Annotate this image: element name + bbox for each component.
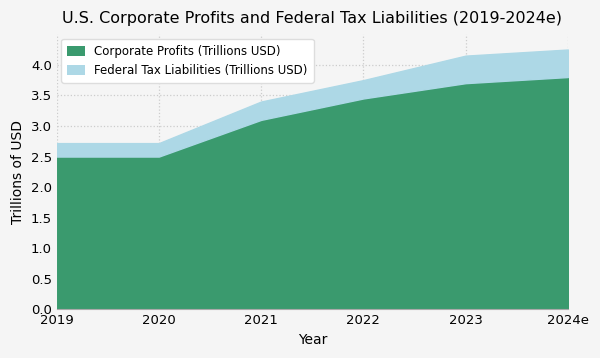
Y-axis label: Trillions of USD: Trillions of USD bbox=[11, 120, 25, 224]
Legend: Corporate Profits (Trillions USD), Federal Tax Liabilities (Trillions USD): Corporate Profits (Trillions USD), Feder… bbox=[61, 39, 314, 83]
Title: U.S. Corporate Profits and Federal Tax Liabilities (2019-2024e): U.S. Corporate Profits and Federal Tax L… bbox=[62, 11, 562, 26]
X-axis label: Year: Year bbox=[298, 333, 327, 347]
